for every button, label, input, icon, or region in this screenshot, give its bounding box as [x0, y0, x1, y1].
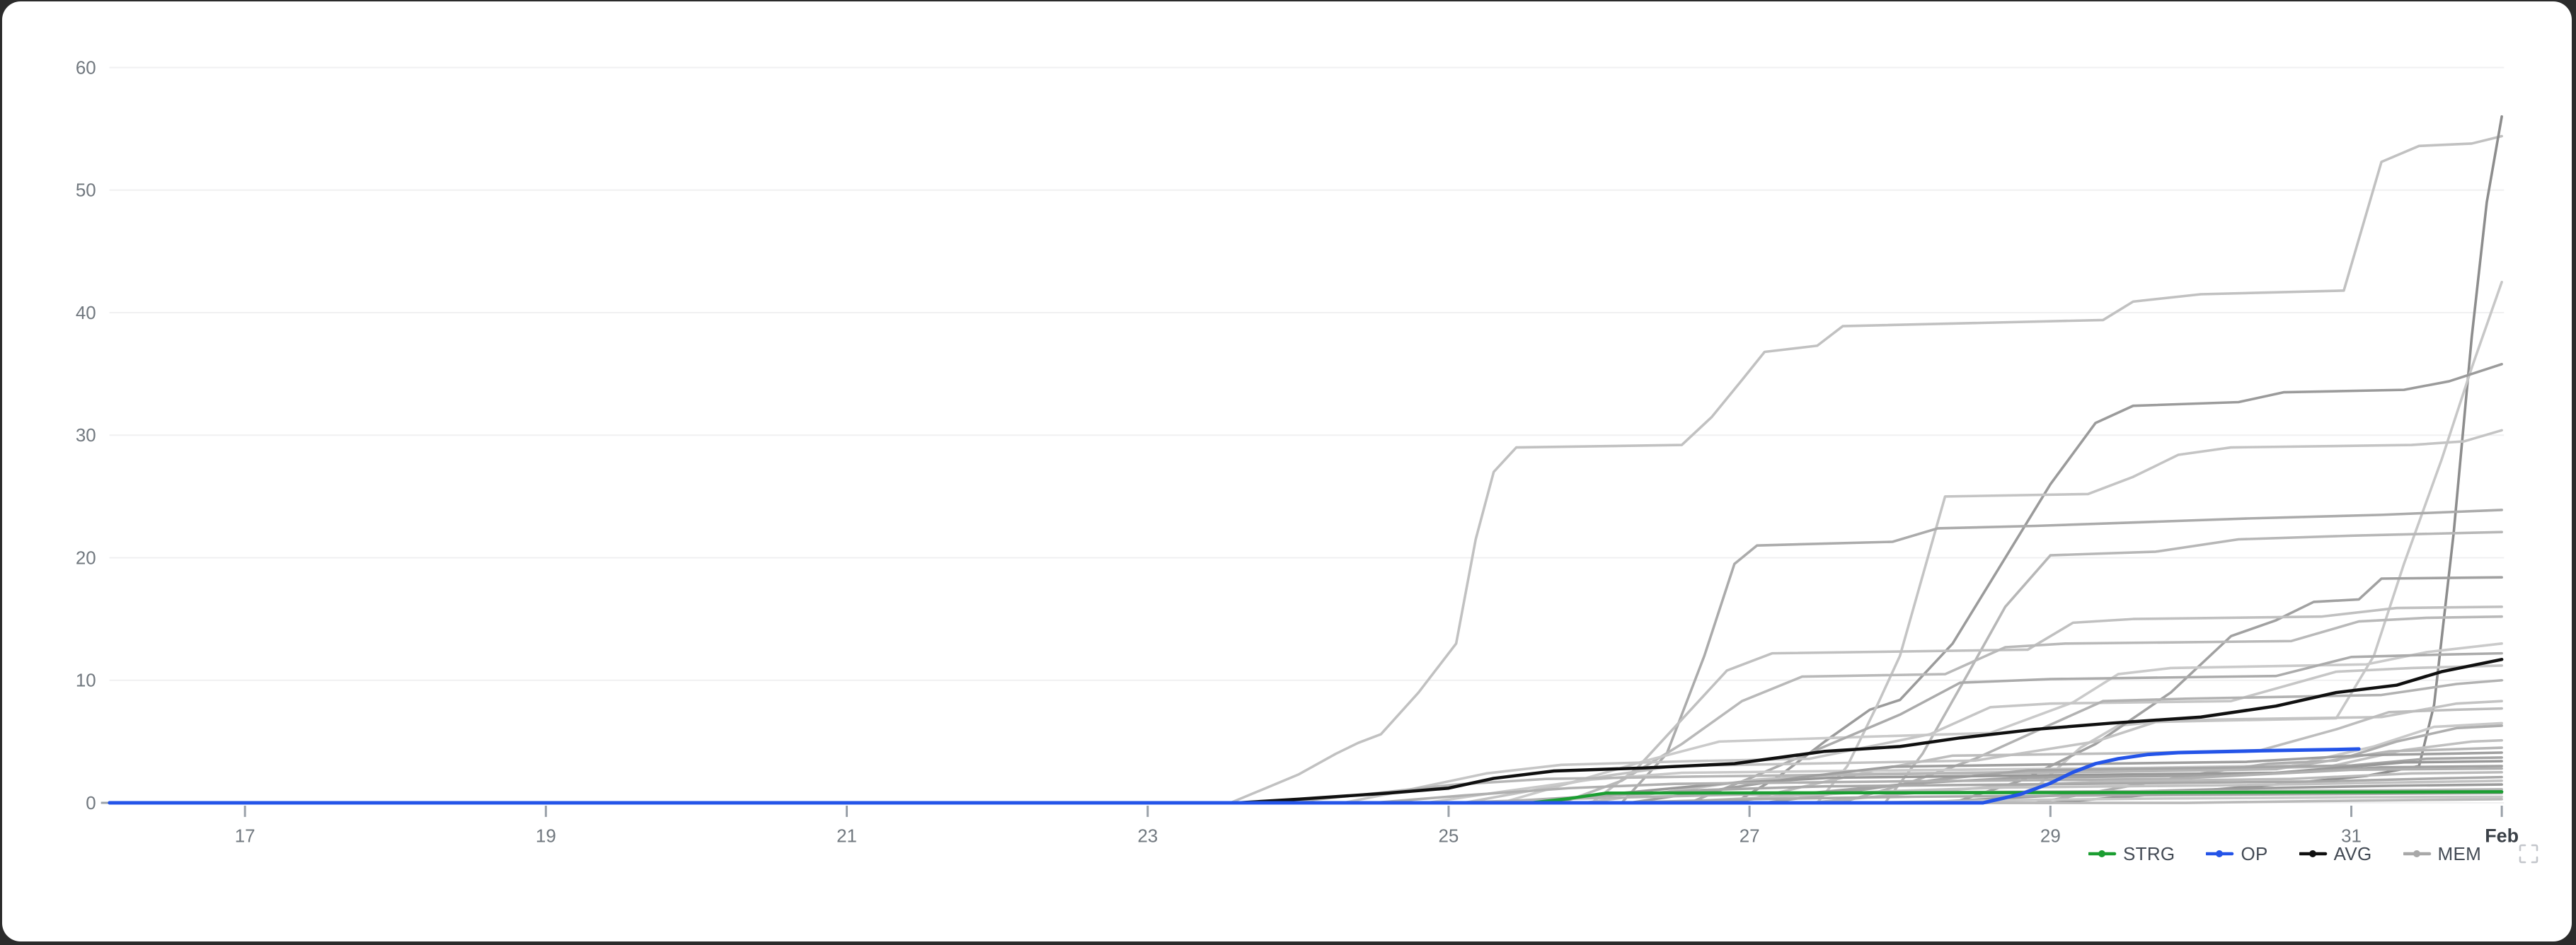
legend-label-op: OP [2241, 842, 2268, 864]
legend-label-strg: STRG [2123, 842, 2175, 864]
x-axis-label-31: 31 [2341, 827, 2362, 847]
series-mem-2 [108, 280, 2503, 804]
x-axis-label-19: 19 [536, 827, 556, 847]
series-mem-5 [108, 509, 2503, 804]
legend-marker-strg-icon [2088, 850, 2117, 857]
y-axis-label-0: 0 [86, 794, 96, 813]
legend-marker-mem-icon [2403, 850, 2431, 857]
legend-marker-op-icon [2206, 850, 2234, 857]
x-axis-label-29: 29 [2040, 827, 2061, 847]
series-mem-9 [108, 615, 2503, 804]
y-axis-label-20: 20 [76, 549, 96, 569]
series-mem-11 [108, 651, 2503, 804]
series-mem-12 [108, 664, 2503, 804]
series-mem-6 [108, 531, 2503, 804]
y-axis-label-10: 10 [76, 671, 96, 691]
series-lines [108, 115, 2504, 805]
series-mem-3 [108, 363, 2503, 804]
series-mem-8 [108, 605, 2503, 804]
y-axis-label-60: 60 [76, 58, 96, 78]
series-avg-34 [108, 658, 2504, 805]
legend-item-op[interactable]: OP [2206, 843, 2267, 865]
legend-item-strg[interactable]: STRG [2088, 843, 2175, 865]
fullscreen-button[interactable] [2517, 842, 2541, 866]
y-axis-label-50: 50 [76, 181, 96, 201]
x-axis-label-Feb: Feb [2485, 825, 2519, 847]
x-axis-label-27: 27 [1740, 827, 1760, 847]
x-axis-label-25: 25 [1439, 827, 1459, 847]
legend-label-avg: AVG [2333, 842, 2372, 864]
series-mem-0 [108, 134, 2503, 804]
legend-label-mem: MEM [2437, 842, 2482, 864]
x-axis-label-17: 17 [235, 827, 255, 847]
axis-labels: 0 10 20 30 40 50 60 17 19 21 23 25 27 29 31 Feb [76, 58, 2519, 846]
y-axis-label-40: 40 [76, 303, 96, 323]
x-axis-label-21: 21 [836, 827, 857, 847]
legend-item-avg[interactable]: AVG [2299, 843, 2372, 865]
series-mem-24 [108, 767, 2503, 804]
legend-marker-avg-icon [2299, 850, 2327, 857]
fullscreen-icon [2519, 844, 2538, 864]
chart-legend: STRG OP AVG MEM [2088, 842, 2541, 866]
y-axis-label-30: 30 [76, 426, 96, 446]
series-op-35 [108, 747, 2361, 805]
series-mem-4 [108, 429, 2503, 804]
legend-item-mem[interactable]: MEM [2403, 843, 2482, 865]
x-axis-label-23: 23 [1137, 827, 1158, 847]
gridlines [100, 66, 2505, 817]
